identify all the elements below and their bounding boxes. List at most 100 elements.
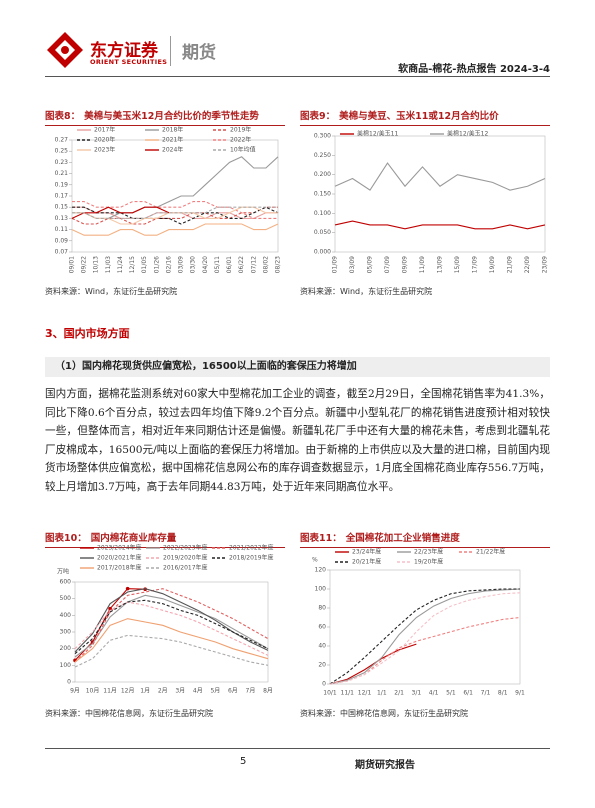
figure-name: 美棉与美玉米12月合约比价的季节性走势: [84, 111, 259, 122]
y-tick-label: 100: [315, 586, 327, 593]
x-tick-label: 8月: [263, 688, 273, 695]
y-axis-label: %: [312, 557, 318, 564]
legend-label: 19/20年度: [414, 558, 443, 566]
series-line: [329, 616, 521, 685]
y-tick-label: 60: [318, 624, 326, 631]
figure-label: 图表11：: [300, 533, 342, 544]
x-tick-label: 12月: [121, 688, 135, 695]
y-tick-label: 0.250: [314, 152, 331, 159]
figure-label: 图表9：: [300, 111, 336, 122]
y-tick-label: 0.17: [55, 193, 69, 200]
x-tick-label: 2月: [158, 688, 168, 695]
page-number: 5: [240, 756, 247, 767]
figure-label: 图表8：: [45, 111, 81, 122]
legend-label: 23/24年度: [352, 548, 381, 556]
x-tick-label: 10/13: [93, 256, 100, 273]
x-tick-label: 10/1: [323, 690, 337, 697]
x-tick-label: 19/09: [489, 256, 496, 273]
series-line: [334, 162, 546, 191]
x-tick-label: 09/22: [81, 256, 88, 273]
y-tick-label: 0.300: [314, 133, 331, 140]
x-tick-label: 11/09: [419, 256, 426, 273]
series-line: [74, 634, 269, 668]
plot-frame: [334, 135, 546, 253]
footer-rule: [45, 748, 550, 749]
figure-title: 图表8： 美棉与美玉米12月合约比价的季节性走势: [45, 108, 285, 126]
series-line: [72, 201, 278, 219]
x-tick-label: 5月: [210, 688, 220, 695]
x-tick-label: 11/1: [341, 690, 355, 697]
x-tick-label: 11/03: [105, 256, 112, 273]
series-line: [72, 206, 278, 219]
series-marker: [108, 606, 112, 611]
x-tick-label: 5/1: [446, 690, 456, 697]
legend-label: 2023年: [94, 146, 115, 154]
x-tick-label: 22/09: [524, 256, 531, 273]
x-tick-label: 1/1: [377, 690, 387, 697]
x-tick-label: 6月: [228, 688, 238, 695]
series-line: [71, 206, 170, 219]
x-tick-label: 07/12: [250, 256, 257, 273]
y-tick-label: 80: [318, 605, 326, 612]
y-tick-label: 0.23: [55, 159, 69, 166]
figure-title: 图表11： 全国棉花加工企业销售进度: [300, 530, 550, 548]
x-tick-label: 23/09: [542, 256, 549, 273]
y-tick-label: 20: [318, 662, 326, 669]
x-tick-label: 12/1: [358, 690, 372, 697]
y-tick-label: 0.09: [55, 237, 69, 244]
y-tick-label: 600: [60, 579, 72, 586]
x-tick-label: 01/05: [141, 256, 148, 273]
series-line: [329, 643, 417, 685]
x-tick-label: 03/09: [178, 256, 185, 273]
x-tick-label: 1月: [140, 688, 150, 695]
series-line: [329, 592, 521, 685]
x-tick-label: 11月: [103, 688, 117, 695]
x-tick-label: 08/23: [275, 256, 282, 273]
y-tick-label: 0.11: [55, 226, 69, 233]
series-line: [71, 206, 278, 225]
y-tick-label: 0: [322, 681, 326, 688]
logo-cn: 东方证券: [90, 41, 158, 61]
x-tick-label: 7月: [246, 688, 256, 695]
y-tick-label: 0.200: [314, 171, 331, 178]
x-tick-label: 11/24: [117, 256, 124, 273]
x-tick-label: 9/1: [515, 690, 525, 697]
x-tick-label: 9月: [70, 688, 80, 695]
x-tick-label: 03/09: [349, 256, 356, 273]
legend-label: 2020年: [94, 136, 115, 144]
x-tick-label: 06/22: [238, 256, 245, 273]
figure-name: 全国棉花加工企业销售进度: [345, 533, 460, 544]
series-marker: [125, 586, 130, 591]
y-tick-label: 300: [60, 629, 72, 636]
series-line: [74, 618, 269, 663]
figure-label: 图表10：: [45, 533, 87, 544]
legend-label: 21/22年度: [476, 548, 505, 556]
y-tick-label: 100: [60, 662, 72, 669]
y-tick-label: 0.050: [314, 229, 331, 236]
y-tick-label: 0.25: [55, 148, 69, 155]
series-line: [74, 594, 269, 658]
y-tick-label: 120: [315, 567, 327, 574]
legend-label: 2021年: [162, 136, 183, 144]
legend-label: 美棉12/美玉11: [357, 130, 398, 138]
series-line: [72, 206, 279, 225]
legend-label: 2018/2019年度: [229, 554, 274, 562]
y-tick-label: 0.15: [55, 204, 69, 211]
y-tick-label: 0.21: [55, 170, 69, 177]
x-tick-label: 06/01: [226, 256, 233, 273]
legend-label: 2020/2021年度: [97, 554, 142, 562]
figure-source: 资料来源：Wind，东证衍生品研究院: [45, 287, 178, 296]
legend-label: 2017/2018年度: [97, 564, 142, 572]
series-line: [334, 220, 546, 230]
legend-label: 2019年: [230, 126, 251, 134]
legend-label: 20/21年度: [352, 558, 381, 566]
plot-frame: [329, 569, 521, 685]
body-paragraph: 国内方面，据棉花监测系统对60家大中型棉花加工企业的调查，截至2月29日，全国棉…: [45, 388, 550, 493]
figure-source: 资料来源：Wind，东证衍生品研究院: [300, 287, 433, 296]
x-tick-label: 09/01: [69, 256, 76, 273]
x-tick-label: 02/16: [165, 256, 172, 273]
y-axis-label: 万吨: [57, 568, 69, 576]
legend-label: 2024年: [162, 146, 183, 154]
x-tick-label: 21/09: [507, 256, 514, 273]
